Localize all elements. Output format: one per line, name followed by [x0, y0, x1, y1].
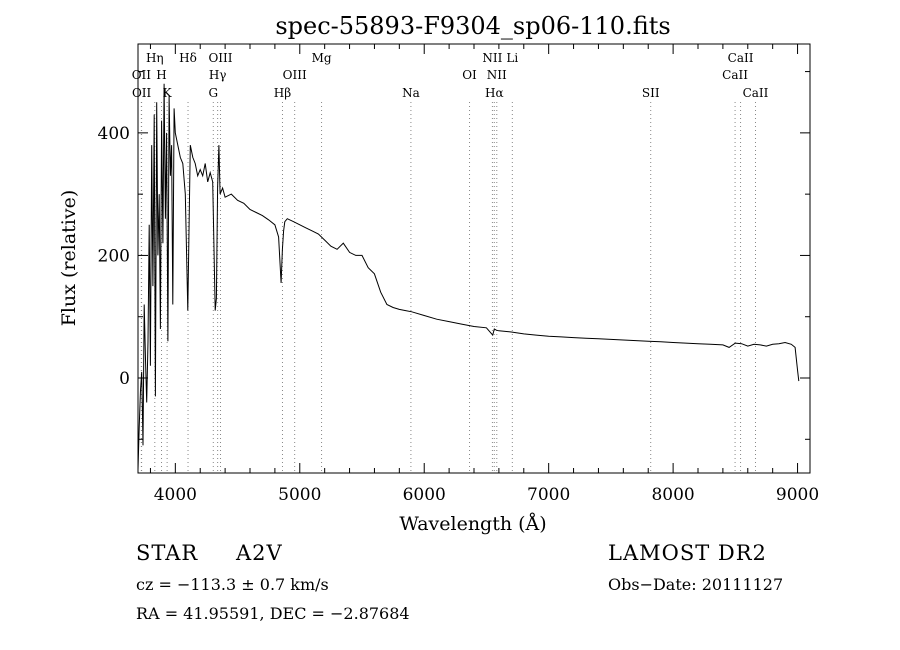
- x-tick-label: 6000: [403, 485, 446, 505]
- x-axis-label: Wavelength (Å): [399, 513, 546, 535]
- y-axis-label: Flux (relative): [58, 190, 80, 327]
- y-tick-label: 400: [98, 124, 130, 144]
- chart-title: spec-55893-F9304_sp06-110.fits: [275, 12, 670, 40]
- marker-label: CaII: [722, 68, 748, 82]
- marker-label: OII: [132, 86, 152, 100]
- marker-label: Hβ: [274, 86, 291, 100]
- marker-label: Li: [506, 51, 518, 65]
- marker-label: Hδ: [179, 51, 197, 65]
- x-tick-label: 4000: [154, 485, 197, 505]
- marker-label: Hγ: [209, 68, 227, 82]
- marker-label: CaII: [743, 86, 769, 100]
- marker-label: Na: [402, 86, 420, 100]
- axis-ticks: 4000 5000 6000 7000 8000 9000 0 200 400: [98, 44, 819, 505]
- marker-label: OI: [462, 68, 477, 82]
- x-tick-label: 5000: [278, 485, 321, 505]
- line-markers: OII OII Hη HK Hδ OIII Hγ G Hβ OIII Mg Na OI NII NII Hα L…: [132, 51, 769, 473]
- marker-label: H: [156, 68, 166, 82]
- marker-label: OII: [132, 68, 152, 82]
- marker-label: OIII: [208, 51, 232, 65]
- marker-label: SII: [642, 86, 660, 100]
- y-tick-label: 0: [119, 369, 130, 389]
- marker-label: K: [163, 86, 173, 100]
- obs-date: Obs−Date: 20111127: [608, 575, 784, 594]
- x-tick-label: 8000: [651, 485, 694, 505]
- marker-label: Hη: [146, 51, 164, 65]
- object-class: STAR: [136, 541, 199, 565]
- x-tick-label: 7000: [527, 485, 570, 505]
- object-subclass: A2V: [236, 541, 283, 565]
- marker-label: Hα: [485, 86, 504, 100]
- plot-frame: [137, 43, 811, 474]
- marker-label: Mg: [312, 51, 332, 65]
- spectrum-series-line: [137, 83, 800, 470]
- survey-name: LAMOST DR2: [608, 541, 767, 565]
- y-tick-label: 200: [98, 246, 130, 266]
- coordinates: RA = 41.95591, DEC = −2.87684: [136, 604, 410, 623]
- marker-label: NII: [482, 51, 502, 65]
- marker-label: OIII: [283, 68, 307, 82]
- redshift-cz: cz = −113.3 ± 0.7 km/s: [136, 575, 329, 594]
- marker-label: NII: [487, 68, 507, 82]
- x-tick-label: 9000: [776, 485, 819, 505]
- marker-label: CaII: [728, 51, 754, 65]
- marker-label: G: [208, 86, 218, 100]
